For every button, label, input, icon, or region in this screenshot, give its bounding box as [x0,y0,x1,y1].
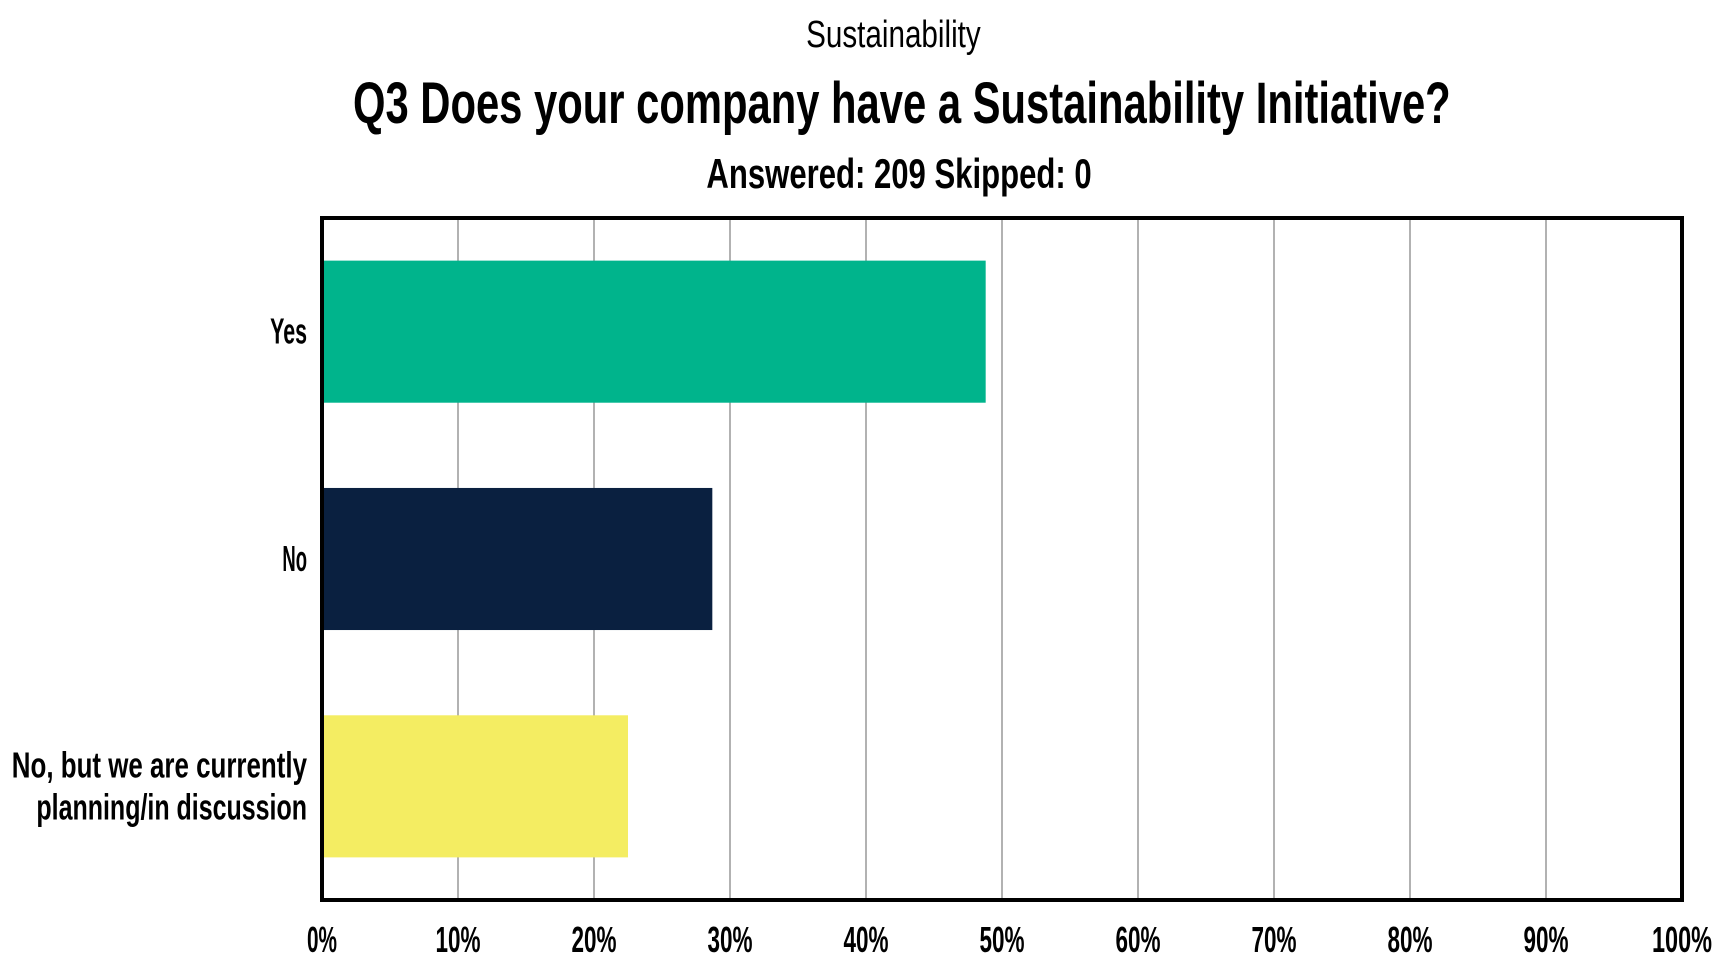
bars [322,260,986,858]
x-tick-labels: 0% 10% 20% 30% 40% 50% 60% 70% 80% 90% 100% [307,919,1712,960]
x-tick-label: 50% [980,919,1025,960]
bar [322,487,713,631]
chart-title: Q3 Does your company have a Sustainabili… [352,71,1451,136]
x-tick-label: 70% [1252,919,1297,960]
category-label: planning/in discussion [36,786,307,827]
x-tick-label: 90% [1524,919,1569,960]
plot-frame [320,216,1684,902]
bar [322,715,628,858]
category-label: Yes [270,311,307,352]
category-label: No [282,538,307,579]
x-tick-label: 0% [307,919,337,960]
bar [322,260,986,403]
x-tick-label: 30% [708,919,753,960]
x-tick-label: 40% [844,919,889,960]
chart-subtitle: Answered: 209 Skipped: 0 [706,150,1092,197]
category-label: No, but we are currently [12,744,307,785]
x-tick-label: 60% [1116,919,1161,960]
x-tick-label: 20% [572,919,617,960]
x-tick-label: 100% [1652,919,1712,960]
category-labels: Yes No No, but we are currentlyplanning/in… [12,311,307,828]
x-tick-label: 10% [436,919,481,960]
chart-supertitle: Sustainability [806,14,981,56]
x-tick-label: 80% [1388,919,1433,960]
